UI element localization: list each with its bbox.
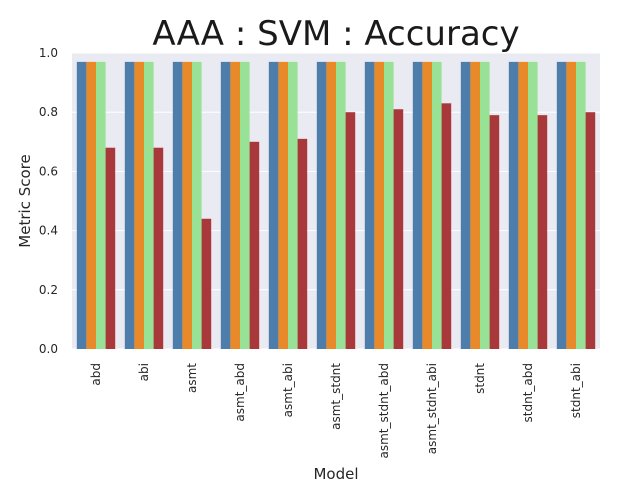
x-tick-label: asmt_abd <box>233 363 247 422</box>
y-tick-label: 0.2 <box>39 283 58 297</box>
y-tick-labels: 0.0 0.2 0.4 0.6 0.8 1.0 <box>39 46 58 356</box>
bar <box>345 112 356 349</box>
y-tick-label: 1.0 <box>39 46 58 60</box>
bar <box>537 115 548 349</box>
bar <box>96 61 106 349</box>
bar <box>336 61 346 349</box>
x-tick-label: stdnt <box>473 363 487 394</box>
x-tick-label: asmt <box>185 363 199 393</box>
bar <box>76 61 87 349</box>
bar <box>441 103 452 349</box>
bar <box>508 61 519 349</box>
x-tick-label: abd <box>89 363 103 386</box>
bar <box>412 61 423 349</box>
x-tick-labels: abd abi asmt asmt_abd asmt_abi asmt_stdnt asmt… <box>89 363 583 459</box>
y-tick-label: 0.8 <box>39 105 58 119</box>
bar <box>192 61 202 349</box>
bar <box>153 147 164 349</box>
x-tick-label: asmt_stdnt <box>329 363 343 430</box>
x-tick-label: abi <box>137 363 151 381</box>
y-tick-label: 0.4 <box>39 224 58 238</box>
bar <box>393 109 404 350</box>
bar <box>432 61 442 349</box>
y-tick-label: 0.6 <box>39 164 58 178</box>
x-tick-label: stdnt_abd <box>521 363 535 422</box>
bar <box>86 61 96 349</box>
bar <box>220 61 231 349</box>
x-tick-label: asmt_stdnt_abd <box>377 363 391 458</box>
bar <box>124 61 135 349</box>
bars <box>76 61 596 350</box>
bar <box>134 61 144 349</box>
bar <box>249 141 260 349</box>
bar <box>364 61 375 349</box>
x-tick-label: asmt_stdnt_abi <box>425 363 439 454</box>
bar <box>326 61 336 349</box>
bar <box>297 138 308 349</box>
bar <box>422 61 432 349</box>
bar <box>576 61 586 349</box>
x-tick-label: stdnt_abi <box>569 363 583 418</box>
bar <box>556 61 567 349</box>
bar <box>240 61 250 349</box>
bar <box>105 147 116 349</box>
bar <box>460 61 471 349</box>
bar <box>278 61 288 349</box>
bar <box>566 61 576 349</box>
bar <box>528 61 538 349</box>
bar <box>480 61 490 349</box>
bar <box>384 61 394 349</box>
bar <box>268 61 279 349</box>
chart-title: AAA : SVM : Accuracy <box>152 14 519 54</box>
bar <box>201 218 212 349</box>
x-tick-label: asmt_abi <box>281 363 295 417</box>
bar <box>470 61 480 349</box>
bar <box>172 61 183 349</box>
bar <box>316 61 327 349</box>
bar <box>230 61 240 349</box>
x-axis-label: Model <box>313 465 358 483</box>
bar <box>182 61 192 349</box>
bar <box>144 61 154 349</box>
bar <box>585 112 596 349</box>
bar <box>288 61 298 349</box>
y-tick-label: 0.0 <box>39 342 58 356</box>
bar <box>489 115 500 349</box>
bar <box>518 61 528 349</box>
bar <box>374 61 384 349</box>
y-axis-label: Metric Score <box>16 154 34 247</box>
